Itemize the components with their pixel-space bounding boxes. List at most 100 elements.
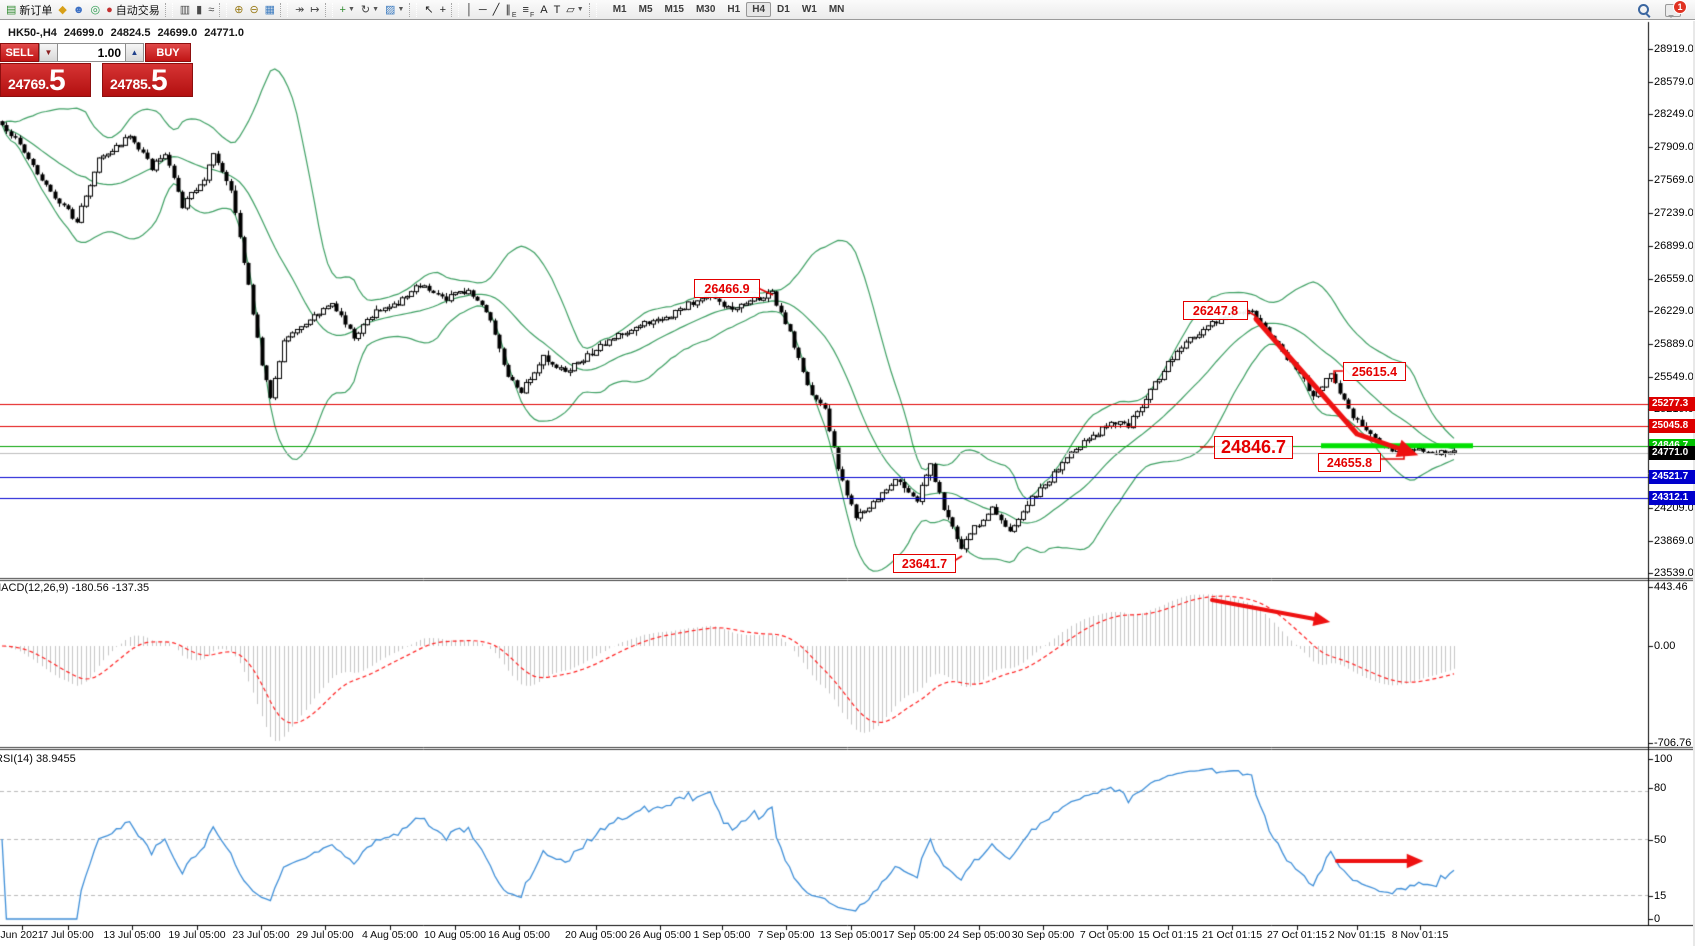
price-axis-label: 26899.0 (1654, 239, 1694, 252)
price-axis-label: 23539.0 (1654, 567, 1694, 579)
price-axis-label: 27569.0 (1654, 174, 1694, 187)
main-toolbar: ▤ 新订单 ◆ ☻ ◎ ● 自动交易 ▥ ▮ ≈ ⊕ ⊖ ▦ ↠ ↦ + ▼ ↻ ▼ ▨ ▼ ↖ + │ ─ ╱ ∥ E ≡ F A T ▱ ▼ … (0, 0, 1695, 20)
ohlc-low: 24699.0 (157, 27, 198, 39)
candlestick-chart-button[interactable]: ▮ (193, 1, 205, 19)
community-icon[interactable]: ☻ (70, 1, 88, 19)
chat-icon[interactable]: 1 (1665, 0, 1687, 18)
timeframe-m30[interactable]: M30 (695, 4, 716, 15)
template-menu[interactable]: ▨ ▼ (382, 1, 407, 19)
time-axis-label: 13 Jul 05:00 (103, 929, 161, 941)
crosshair-icon: + (439, 3, 447, 16)
tile-windows-icon: ▦ (264, 3, 276, 16)
time-axis-label: Jun 2021 (0, 929, 44, 941)
price-tag: 24312.1 (1649, 490, 1695, 505)
timeframe-m1[interactable]: M1 (612, 4, 627, 15)
new-chart-menu[interactable]: + ▼ (337, 1, 358, 19)
price-annotation: 24655.8 (1318, 453, 1381, 472)
time-axis-label: 21 Oct 01:15 (1201, 929, 1263, 941)
time-axis-label: 7 Sep 05:00 (757, 929, 815, 941)
sub-letter: E (511, 11, 517, 19)
trendline-button[interactable]: ╱ (490, 1, 503, 19)
fibonacci-button[interactable]: ≡ F (520, 1, 538, 19)
new-order-button[interactable]: ▤ 新订单 (3, 1, 55, 19)
vertical-line-button[interactable]: │ (463, 1, 476, 19)
volume-increase-button[interactable]: ▲ (125, 43, 144, 62)
price-annotation: 24846.7 (1214, 436, 1293, 459)
timeframe-toolbar: M1 M5 M15 M30 H1 H4 D1 W1 MN (607, 2, 851, 17)
macd-axis-label: 443.46 (1654, 581, 1688, 593)
timeframe-h1[interactable]: H1 (727, 4, 741, 15)
history-center-icon[interactable]: ◆ (55, 1, 69, 19)
rsi-axis-label: 50 (1654, 834, 1667, 846)
timeframe-h4[interactable]: H4 (746, 2, 772, 17)
zoom-in-icon: ⊕ (234, 3, 244, 16)
ohlc-open: 24699.0 (63, 27, 104, 39)
horizontal-line-button[interactable]: ─ (476, 1, 490, 19)
auto-scroll-icon: ↠ (295, 3, 305, 16)
period-menu[interactable]: ↻ ▼ (358, 1, 382, 19)
equidistant-channel-button[interactable]: ∥ E (502, 1, 519, 19)
timeframe-m15[interactable]: M15 (664, 4, 684, 15)
auto-scroll-button[interactable]: ↠ (292, 1, 307, 19)
chart-shift-button[interactable]: ↦ (307, 1, 322, 19)
equidistant-channel-icon: ∥ (505, 3, 511, 16)
price-axis-label: 28579.0 (1654, 76, 1694, 89)
time-axis-label: 2 Nov 01:15 (1328, 929, 1386, 941)
volume-input[interactable] (58, 43, 125, 62)
sell-price[interactable]: 24769. 5 (0, 63, 91, 97)
signals-icon: ◎ (90, 3, 101, 16)
time-axis-label: 7 Oct 05:00 (1079, 929, 1135, 941)
timeframe-m5[interactable]: M5 (638, 4, 653, 15)
toolbar-separator (164, 2, 173, 17)
buy-button[interactable]: BUY (145, 43, 191, 62)
time-axis-label: 16 Aug 05:00 (488, 929, 550, 941)
buy-price[interactable]: 24785. 5 (102, 63, 193, 97)
ohlc-high: 24824.5 (110, 27, 151, 39)
crosshair-button[interactable]: + (437, 1, 449, 19)
new-order-icon: ▤ (6, 3, 17, 16)
history-center-icon: ◆ (58, 3, 67, 16)
sell-button[interactable]: SELL (0, 43, 39, 62)
price-axis-label: 28249.0 (1654, 108, 1694, 121)
cursor-icon: ↖ (424, 3, 434, 16)
text-button[interactable]: A (537, 1, 550, 19)
timeframe-mn[interactable]: MN (828, 4, 845, 15)
rsi-axis-label: 0 (1654, 913, 1661, 925)
price-annotation: 25615.4 (1343, 362, 1406, 381)
signals-icon[interactable]: ◎ (87, 1, 103, 19)
buy-price-main: 24785. (110, 76, 152, 92)
line-chart-button[interactable]: ≈ (205, 1, 217, 19)
horizontal-line-icon: ─ (478, 3, 487, 16)
search-icon[interactable] (1637, 3, 1651, 17)
macd-indicator-label: MACD(12,26,9) -180.56 -137.35 (0, 582, 150, 594)
volume-decrease-button[interactable]: ▼ (39, 43, 58, 62)
toolbar-separator (588, 2, 597, 17)
buy-price-big-digit: 5 (151, 64, 168, 98)
zoom-in-button[interactable]: ⊕ (231, 1, 246, 19)
autotrading-button[interactable]: ● 自动交易 (103, 1, 163, 19)
cursor-button[interactable]: ↖ (421, 1, 436, 19)
price-axis-label: 28919.0 (1654, 43, 1694, 55)
toolbar-buttons: ▤ 新订单 ◆ ☻ ◎ ● 自动交易 ▥ ▮ ≈ ⊕ ⊖ ▦ ↠ ↦ + ▼ ↻ ▼ ▨ ▼ ↖ + │ ─ ╱ ∥ E ≡ F A T ▱ ▼ (3, 1, 601, 19)
price-axis-label: 27909.0 (1654, 141, 1694, 154)
tile-windows-button[interactable]: ▦ (262, 1, 278, 19)
time-axis-label: 17 Sep 05:00 (882, 929, 946, 941)
price-axis-label: 25549.0 (1654, 371, 1694, 384)
timeframe-w1[interactable]: W1 (801, 4, 817, 15)
timeframe-d1[interactable]: D1 (777, 4, 790, 15)
zoom-out-button[interactable]: ⊖ (246, 1, 261, 19)
toolbar-separator (280, 2, 289, 17)
bar-chart-button[interactable]: ▥ (177, 1, 193, 19)
price-annotation: 23641.7 (893, 554, 956, 573)
macd-axis-label: -706.76 (1654, 737, 1692, 749)
ohlc-close: 24771.0 (204, 27, 244, 39)
candlestick-chart-icon: ▮ (196, 3, 203, 16)
sell-price-main: 24769. (8, 76, 50, 92)
new-order-button-label: 新订单 (19, 4, 53, 17)
text-label-button[interactable]: T (551, 1, 564, 19)
price-axis-label: 26559.0 (1654, 272, 1694, 285)
shapes-menu[interactable]: ▱ ▼ (563, 1, 586, 19)
time-axis-label: 30 Sep 05:00 (1011, 929, 1075, 941)
